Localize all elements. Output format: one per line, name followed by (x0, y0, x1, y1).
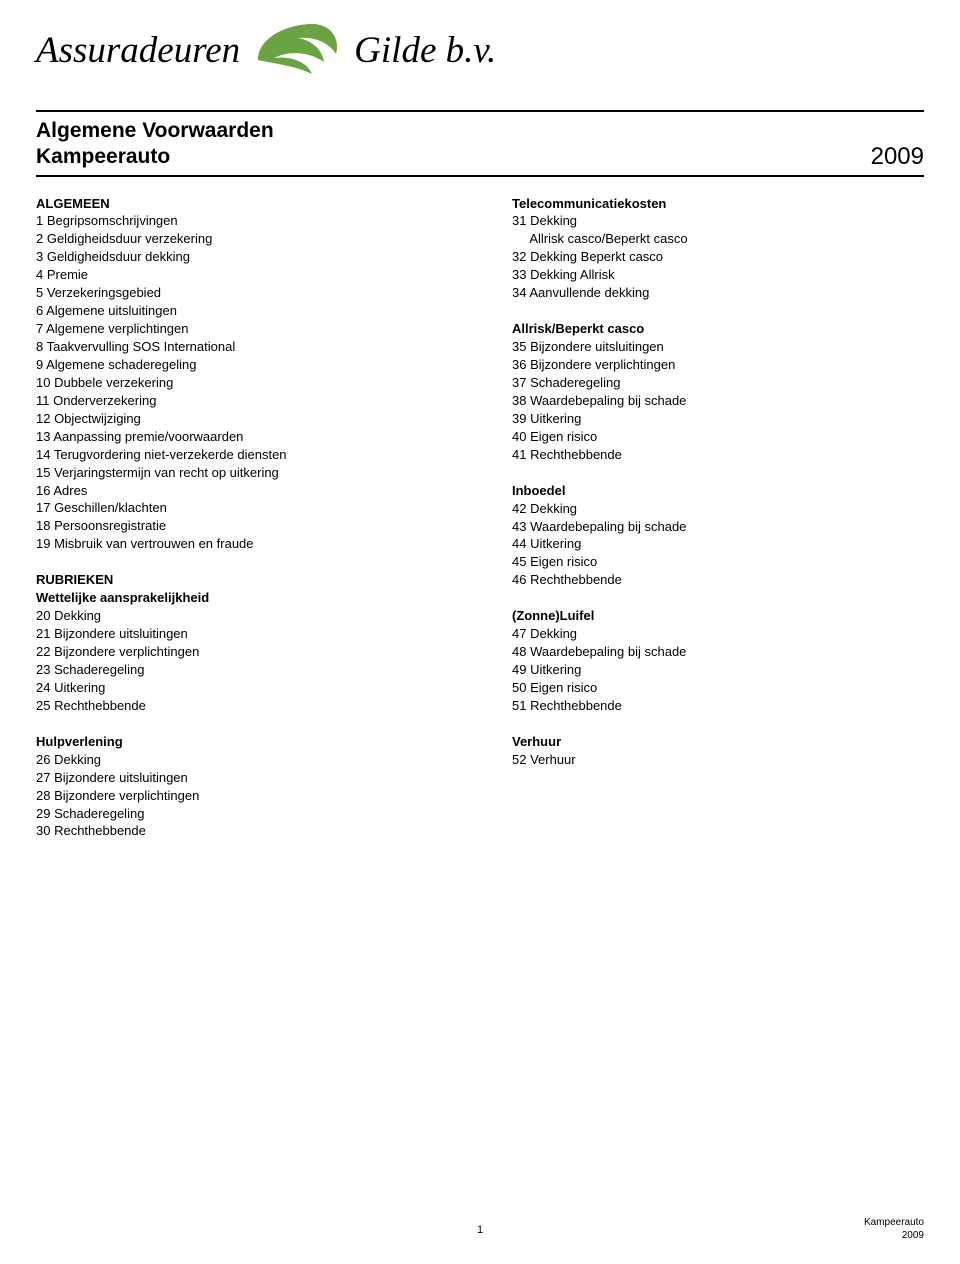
heading-telecom: Telecommunicatiekosten (512, 195, 924, 213)
heading-rubrieken: RUBRIEKEN (36, 571, 448, 589)
list-item: 48 Waardebepaling bij schade (512, 643, 924, 661)
leaf-swoosh-icon (250, 18, 344, 82)
heading-hulp: Hulpverlening (36, 733, 448, 751)
document-title: Algemene Voorwaarden Kampeerauto (36, 118, 274, 171)
list-item: 5 Verzekeringsgebied (36, 284, 448, 302)
list-item: 14 Terugvordering niet-verzekerde dienst… (36, 446, 448, 464)
list-hulp: 26 Dekking27 Bijzondere uitsluitingen28 … (36, 751, 448, 841)
divider-bottom (36, 175, 924, 177)
list-item: 44 Uitkering (512, 535, 924, 553)
list-item: 38 Waardebepaling bij schade (512, 392, 924, 410)
list-item: 46 Rechthebbende (512, 571, 924, 589)
list-item: 15 Verjaringstermijn van recht op uitker… (36, 464, 448, 482)
toc-columns: ALGEMEEN 1 Begripsomschrijvingen2 Geldig… (36, 195, 924, 841)
list-item: 27 Bijzondere uitsluitingen (36, 769, 448, 787)
list-item: 51 Rechthebbende (512, 697, 924, 715)
list-item: 17 Geschillen/klachten (36, 499, 448, 517)
list-wa: 20 Dekking21 Bijzondere uitsluitingen22 … (36, 607, 448, 715)
list-item: 37 Schaderegeling (512, 374, 924, 392)
heading-allrisk: Allrisk/Beperkt casco (512, 320, 924, 338)
list-item: 31 Dekking (512, 212, 924, 230)
list-item: 7 Algemene verplichtingen (36, 320, 448, 338)
list-item: 29 Schaderegeling (36, 805, 448, 823)
list-item: 26 Dekking (36, 751, 448, 769)
list-item: 1 Begripsomschrijvingen (36, 212, 448, 230)
list-item: 21 Bijzondere uitsluitingen (36, 625, 448, 643)
list-item: 18 Persoonsregistratie (36, 517, 448, 535)
heading-zonne: (Zonne)Luifel (512, 607, 924, 625)
logo: Assuradeuren Gilde b.v. (36, 18, 924, 82)
list-item: 41 Rechthebbende (512, 446, 924, 464)
list-item: 20 Dekking (36, 607, 448, 625)
list-item: 47 Dekking (512, 625, 924, 643)
list-item: 19 Misbruik van vertrouwen en fraude (36, 535, 448, 553)
list-item: 16 Adres (36, 482, 448, 500)
heading-verhuur: Verhuur (512, 733, 924, 751)
list-item: 11 Onderverzekering (36, 392, 448, 410)
list-item: 6 Algemene uitsluitingen (36, 302, 448, 320)
list-telecom: 31 Dekking Allrisk casco/Beperkt casco32… (512, 212, 924, 302)
list-item: 34 Aanvullende dekking (512, 284, 924, 302)
list-zonne: 47 Dekking48 Waardebepaling bij schade49… (512, 625, 924, 715)
heading-algemeen: ALGEMEEN (36, 195, 448, 213)
list-item: 36 Bijzondere verplichtingen (512, 356, 924, 374)
footer-doc-name: Kampeerauto (864, 1217, 924, 1230)
list-verhuur: 52 Verhuur (512, 751, 924, 769)
list-item: 32 Dekking Beperkt casco (512, 248, 924, 266)
list-item: 50 Eigen risico (512, 679, 924, 697)
footer-doc-year: 2009 (864, 1230, 924, 1243)
title-line1: Algemene Voorwaarden (36, 118, 274, 144)
list-item: 8 Taakvervulling SOS International (36, 338, 448, 356)
list-algemeen: 1 Begripsomschrijvingen2 Geldigheidsduur… (36, 212, 448, 553)
list-allrisk: 35 Bijzondere uitsluitingen36 Bijzondere… (512, 338, 924, 464)
list-item: 22 Bijzondere verplichtingen (36, 643, 448, 661)
list-item: 9 Algemene schaderegeling (36, 356, 448, 374)
heading-inboedel: Inboedel (512, 482, 924, 500)
divider-top (36, 110, 924, 112)
title-line2: Kampeerauto (36, 144, 274, 170)
document-year: 2009 (871, 143, 924, 171)
list-item: 13 Aanpassing premie/voorwaarden (36, 428, 448, 446)
page-number: 1 (477, 1224, 483, 1236)
list-item: 10 Dubbele verzekering (36, 374, 448, 392)
list-item: 39 Uitkering (512, 410, 924, 428)
list-item: Allrisk casco/Beperkt casco (512, 230, 924, 248)
list-item: 35 Bijzondere uitsluitingen (512, 338, 924, 356)
list-inboedel: 42 Dekking43 Waardebepaling bij schade44… (512, 500, 924, 590)
list-item: 49 Uitkering (512, 661, 924, 679)
list-item: 45 Eigen risico (512, 553, 924, 571)
list-item: 25 Rechthebbende (36, 697, 448, 715)
list-item: 43 Waardebepaling bij schade (512, 518, 924, 536)
title-row: Algemene Voorwaarden Kampeerauto 2009 (36, 118, 924, 171)
list-item: 52 Verhuur (512, 751, 924, 769)
list-item: 24 Uitkering (36, 679, 448, 697)
column-right: Telecommunicatiekosten 31 Dekking Allris… (512, 195, 924, 841)
logo-word1: Assuradeuren (36, 29, 240, 72)
list-item: 33 Dekking Allrisk (512, 266, 924, 284)
column-left: ALGEMEEN 1 Begripsomschrijvingen2 Geldig… (36, 195, 448, 841)
list-item: 28 Bijzondere verplichtingen (36, 787, 448, 805)
list-item: 2 Geldigheidsduur verzekering (36, 230, 448, 248)
list-item: 3 Geldigheidsduur dekking (36, 248, 448, 266)
list-item: 30 Rechthebbende (36, 822, 448, 840)
list-item: 12 Objectwijziging (36, 410, 448, 428)
list-item: 4 Premie (36, 266, 448, 284)
logo-word2: Gilde b.v. (354, 29, 496, 72)
list-item: 42 Dekking (512, 500, 924, 518)
list-item: 23 Schaderegeling (36, 661, 448, 679)
footer-doc-info: Kampeerauto 2009 (864, 1217, 924, 1242)
list-item: 40 Eigen risico (512, 428, 924, 446)
heading-wa: Wettelijke aansprakelijkheid (36, 589, 448, 607)
